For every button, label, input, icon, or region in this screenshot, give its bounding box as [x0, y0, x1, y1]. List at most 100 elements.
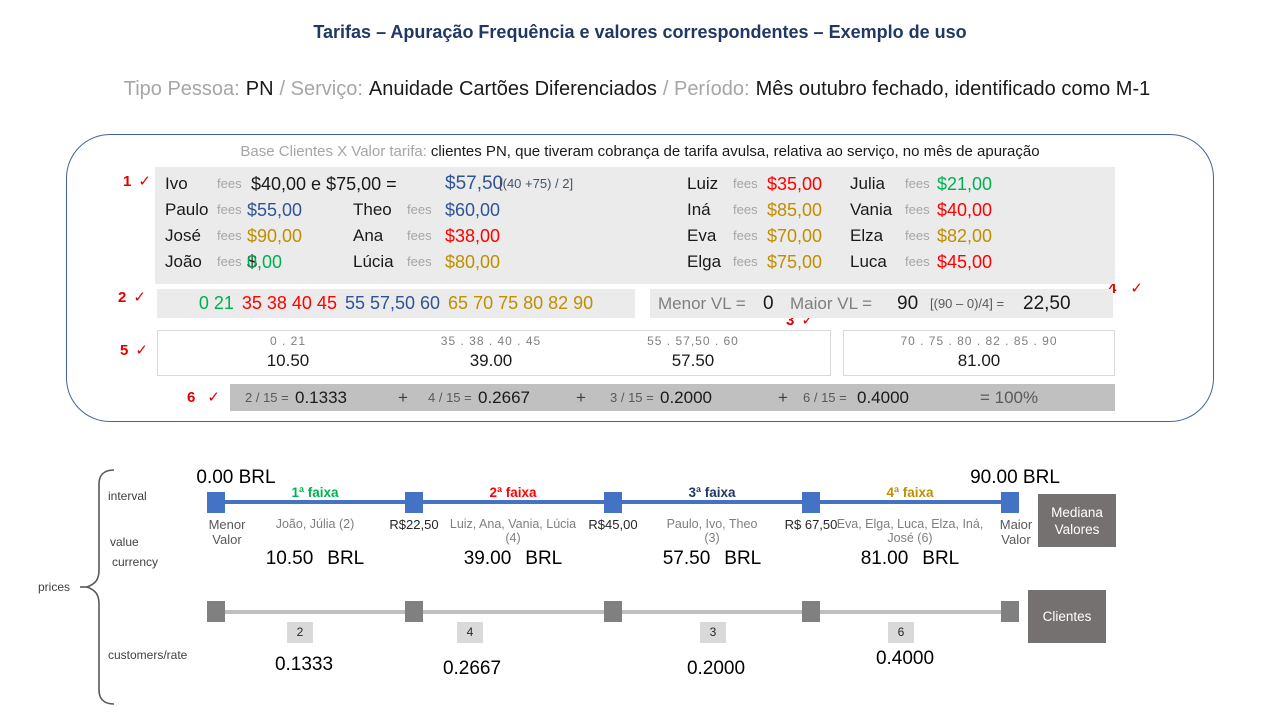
fee-amount: $75,00 — [767, 252, 823, 272]
plus-sign: + — [576, 388, 586, 407]
fees-label: fees — [217, 228, 242, 243]
faixa-label: 4ª faixa — [886, 485, 934, 500]
client-name: Elga — [687, 252, 722, 271]
min-marker-label: Menor Valor — [208, 517, 246, 547]
timeline-marker — [604, 492, 622, 513]
axis-label-prices: prices — [38, 580, 71, 594]
stats-band: Menor VL = 0 Maior VL = 90 [(90 – 0)/4] … — [650, 289, 1113, 318]
prices-brace-icon — [80, 469, 115, 705]
service-label: / Serviço: — [279, 78, 363, 100]
customer-count-badge: 2 — [287, 622, 313, 643]
max-label: Maior VL = — [790, 294, 873, 313]
fee-amount: $60,00 — [445, 200, 501, 220]
fees-label: fees — [407, 228, 432, 243]
client-name: Theo — [353, 200, 392, 219]
fractions-band: 2 / 15 = 0.1333 + 4 / 15 = 0.2667 + 3 / … — [230, 384, 1115, 411]
median-value: 81.00 BRL — [860, 548, 960, 569]
faixa-label: 2ª faixa — [489, 485, 537, 500]
calculation-panel — [66, 134, 1214, 422]
customer-count-badge: 6 — [888, 622, 914, 643]
legend-clients-box: Clientes — [1028, 590, 1106, 643]
check-icon: ✓ — [133, 289, 146, 306]
min-value: 0 — [763, 293, 774, 314]
max-marker-label: Maior Valor — [999, 517, 1033, 547]
fee-amount: $90,00 — [247, 226, 303, 246]
plus-sign: + — [778, 388, 788, 407]
client-name: Ana — [353, 226, 384, 245]
person-type-value: PN — [245, 78, 274, 100]
fee-result: $57,50 — [445, 173, 504, 194]
fees-label: fees — [905, 176, 930, 191]
timeline-marker — [1001, 492, 1019, 513]
currency-label: BRL — [724, 548, 762, 569]
marker-value-label: R$ 67,50 — [784, 517, 838, 532]
quartile-median: 39.00 — [469, 351, 513, 370]
timeline-marker — [802, 601, 820, 622]
panel-header: Base Clientes X Valor tarifa: clientes PN… — [90, 143, 1190, 160]
fraction-value: 0.2667 — [478, 388, 530, 407]
timeline-marker — [1001, 601, 1019, 622]
fee-amount: $38,00 — [445, 226, 501, 246]
quartile-median: 57.50 — [671, 351, 715, 370]
client-name: Ivo — [165, 174, 188, 193]
fee-amount: $40,00 — [937, 200, 993, 220]
client-name: Iná — [687, 200, 711, 219]
fraction-expr: 6 / 15 = — [803, 390, 847, 405]
step-6: 6 ✓ — [187, 389, 220, 406]
axis-label-currency: currency — [112, 555, 159, 569]
fee-amount: $70,00 — [767, 226, 823, 246]
faixa-names: Luiz, Ana, Vania, Lúcia (4) — [449, 517, 577, 545]
value-group: 65 70 75 80 82 90 — [448, 293, 594, 313]
service-value: Anuidade Cartões Diferenciados — [368, 78, 657, 100]
timeline-marker — [207, 492, 225, 513]
client-name: Vania — [850, 200, 893, 219]
client-name: Paulo — [165, 200, 209, 219]
median-value: 10.50 BRL — [265, 548, 365, 569]
rate-value: 0.4000 — [875, 648, 935, 669]
client-name: João — [165, 252, 202, 271]
fraction-value: 0.1333 — [295, 388, 347, 407]
fraction-expr: 4 / 15 = — [428, 390, 472, 405]
step-2: 2 ✓ — [118, 289, 146, 306]
faixa-names: João, Júlia (2) — [275, 517, 355, 531]
faixa-label: 1ª faixa — [291, 485, 339, 500]
sorted-values-band: 0 21 35 38 40 45 55 57,50 60 65 70 75 80 82… — [157, 289, 635, 318]
fraction-value: 0.2000 — [660, 388, 712, 407]
period-label: / Período: — [662, 78, 750, 100]
fee-amount: $40,00 e $75,00 = — [251, 174, 397, 194]
marker-value-label: R$45,00 — [588, 517, 638, 532]
currency-label: BRL — [525, 548, 563, 569]
faixa-names: Eva, Elga, Luca, Elza, Iná, José (6) — [836, 517, 984, 545]
check-icon: ✓ — [207, 389, 220, 406]
faixa-names: Paulo, Ivo, Theo (3) — [666, 517, 758, 545]
check-icon: ✓ — [1130, 280, 1143, 297]
marker-value-label: R$22,50 — [389, 517, 439, 532]
legend-median-box: Mediana Valores — [1038, 494, 1116, 547]
fees-label: fees — [733, 176, 758, 191]
fee-row: José fees $90,00 Ana fees $38,00 Eva fee… — [155, 223, 1115, 249]
fee-amount: $55,00 — [247, 200, 303, 220]
fee-amount: $85,00 — [767, 200, 823, 220]
total-label: = 100% — [980, 388, 1039, 407]
median-value: 57.50 BRL — [662, 548, 762, 569]
quartile-median: 81.00 — [957, 351, 1001, 370]
currency-label: BRL — [327, 548, 365, 569]
fee-amount: $21,00 — [937, 174, 993, 194]
quartile-group: 55 . 57,50 . 60 57.50 — [583, 334, 803, 372]
value-group: 55 57,50 60 — [344, 293, 441, 313]
fees-label: fees — [905, 202, 930, 217]
currency-sign: $ — [247, 252, 258, 272]
value-group: 0 21 — [198, 293, 234, 313]
client-name: Eva — [687, 226, 717, 245]
step-5: 5 ✓ — [120, 342, 148, 359]
fee-formula: [(40 +75) / 2] — [499, 176, 574, 191]
customer-count-badge: 4 — [457, 622, 483, 643]
check-icon: ✓ — [138, 173, 151, 190]
min-label: Menor VL = — [658, 294, 746, 313]
panel-header-text: clientes PN, que tiveram cobrança de tar… — [430, 143, 1040, 160]
median-value: 39.00 BRL — [463, 548, 563, 569]
client-name: Luca — [850, 252, 887, 271]
faixa-label: 3ª faixa — [688, 485, 736, 500]
quartile-values: 35 . 38 . 40 . 45 — [440, 334, 542, 348]
